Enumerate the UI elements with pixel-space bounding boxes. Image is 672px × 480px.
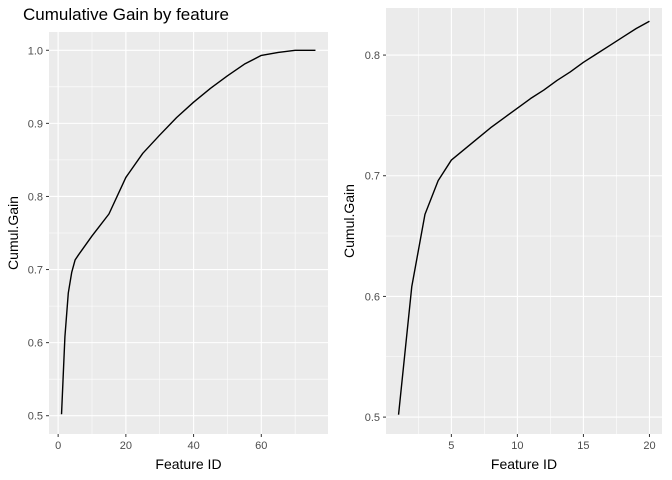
y-tick-label: 0.5 xyxy=(365,412,380,424)
panel-1: 0 20 40 60 0.5 0.6 0.7 0.8 0.9 1.0 Feature ID Cumul… xyxy=(5,5,328,472)
y-tick-label: 0.7 xyxy=(28,265,43,277)
y-axis-title: Cumul.Gain xyxy=(341,184,357,258)
series-line xyxy=(397,20,650,415)
y-tick-label: 1.0 xyxy=(28,45,43,57)
y-axis-title: Cumul.Gain xyxy=(5,196,21,270)
series-line xyxy=(60,49,316,415)
panel-2: 5 10 15 20 0.5 0.6 0.7 0.8 Feature ID Cumul.Gain xyxy=(341,8,662,472)
y-tick-label: 0.8 xyxy=(365,50,380,62)
y-tick-label: 0.5 xyxy=(28,411,43,423)
y-tick-label: 0.6 xyxy=(28,338,43,350)
y-tick-label: 0.7 xyxy=(365,171,380,183)
y-tick-label: 0.9 xyxy=(28,118,43,130)
x-tick-label: 0 xyxy=(55,440,61,452)
x-axis-title: Feature ID xyxy=(155,456,221,472)
y-tick-label: 0.6 xyxy=(365,291,380,303)
x-tick-label: 5 xyxy=(448,440,454,452)
chart-title: Cumulative Gain by feature xyxy=(23,5,229,24)
y-tick-label: 0.8 xyxy=(28,191,43,203)
panel-background xyxy=(386,8,662,434)
x-tick-label: 10 xyxy=(511,440,523,452)
x-axis-title: Feature ID xyxy=(491,456,557,472)
x-tick-label: 40 xyxy=(187,440,199,452)
x-tick-label: 20 xyxy=(643,440,655,452)
x-tick-label: 60 xyxy=(255,440,267,452)
x-tick-label: 20 xyxy=(120,440,132,452)
x-tick-label: 15 xyxy=(577,440,589,452)
